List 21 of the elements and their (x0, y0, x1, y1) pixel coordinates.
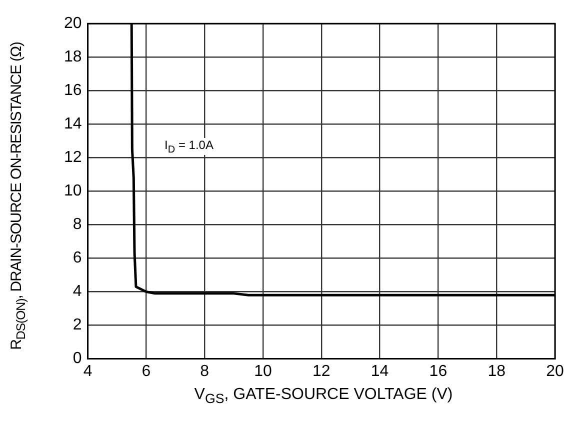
x-tick-label: 18 (488, 362, 506, 380)
y-tick-label: 18 (64, 48, 82, 66)
y-tick-label: 4 (72, 283, 82, 300)
y-tick-label: 6 (72, 250, 82, 267)
y-tick-label: 10 (64, 182, 82, 200)
annotation: I$_{D}$ = 1.0A (162, 138, 216, 155)
y-tick-label: 2 (72, 316, 82, 334)
y-tick-label: 0 (72, 350, 82, 368)
y-tick-label: 8 (72, 216, 82, 234)
x-tick-label: 14 (370, 362, 389, 380)
x-tick-label: 16 (429, 362, 448, 380)
x-tick-label: 8 (200, 362, 210, 380)
x-tick-label: 20 (546, 362, 564, 380)
y-tick-label: 20 (64, 15, 82, 32)
x-tick-label: 6 (142, 362, 151, 380)
y-tick-label: 12 (64, 149, 82, 166)
x-axis-title: V$_{GS}$, GATE-SOURCE VOLTAGE (V) (193, 386, 454, 406)
y-tick-label: 16 (64, 82, 82, 100)
x-tick-label: 12 (312, 362, 330, 380)
y-tick-label: 14 (64, 116, 82, 133)
x-tick-label: 10 (254, 362, 272, 380)
